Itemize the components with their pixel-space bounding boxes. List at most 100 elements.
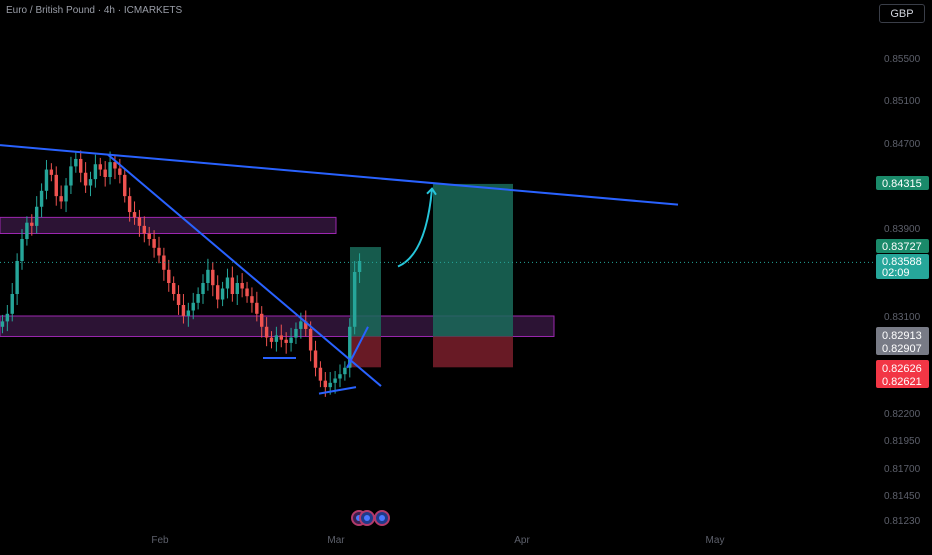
y-tick-label: 0.81700 bbox=[884, 464, 921, 475]
large-long-position-profit[interactable] bbox=[433, 183, 513, 337]
candle-body bbox=[186, 310, 191, 316]
candle-body bbox=[39, 190, 44, 207]
event-marker-dot bbox=[379, 515, 385, 521]
y-tick-label: 0.85500 bbox=[884, 54, 921, 65]
x-tick-label: May bbox=[706, 535, 725, 546]
candle-body bbox=[250, 296, 254, 303]
candle-body bbox=[279, 335, 283, 340]
candle-body bbox=[152, 239, 156, 248]
candle-body bbox=[343, 367, 347, 375]
candle-body bbox=[20, 239, 24, 261]
candle-body bbox=[181, 305, 186, 316]
candle-body bbox=[118, 168, 122, 175]
target-price-label-badge bbox=[876, 176, 929, 190]
y-tick-label: 0.83900 bbox=[884, 224, 921, 235]
y-tick-label: 0.85100 bbox=[884, 96, 921, 107]
candle-body bbox=[357, 261, 362, 272]
y-tick-label: 0.82200 bbox=[884, 409, 921, 420]
event-marker-dot bbox=[364, 515, 370, 521]
candle-body bbox=[220, 288, 225, 300]
current-price-badge bbox=[876, 254, 929, 279]
candle-body bbox=[171, 283, 176, 294]
candle-body bbox=[25, 222, 29, 239]
candle-body bbox=[0, 321, 5, 327]
stop-upper-label: 0.82626 bbox=[882, 363, 922, 375]
candle-body bbox=[127, 196, 132, 213]
entry-price-badge bbox=[876, 327, 929, 355]
candle-body bbox=[338, 374, 342, 379]
candle-body bbox=[64, 185, 68, 202]
candle-body bbox=[245, 288, 249, 297]
large-long-position-loss[interactable] bbox=[433, 336, 513, 368]
stop-lower-label: 0.82621 bbox=[882, 376, 922, 388]
target-zone-top-label: 0.83727 bbox=[882, 241, 922, 253]
candle-body bbox=[328, 382, 332, 388]
x-tick-label: Mar bbox=[327, 535, 345, 546]
candle-body bbox=[211, 269, 215, 286]
upper-descending-trendline[interactable] bbox=[0, 144, 679, 206]
target-zone-top-label-badge bbox=[876, 239, 929, 253]
candle-body bbox=[54, 174, 58, 197]
candle-body bbox=[289, 337, 293, 343]
candle-body bbox=[333, 378, 337, 383]
upper-supply-zone[interactable] bbox=[0, 216, 337, 234]
support-rising-trendline[interactable] bbox=[318, 386, 357, 395]
stop-price-badge bbox=[876, 360, 929, 388]
candle-body bbox=[113, 162, 117, 169]
y-tick-label: 0.83100 bbox=[884, 312, 921, 323]
candle-body bbox=[74, 158, 78, 167]
candle-body bbox=[137, 217, 142, 226]
candle-body bbox=[69, 166, 73, 186]
candle-body bbox=[167, 269, 171, 283]
candle-body bbox=[308, 328, 313, 351]
candle-body bbox=[79, 158, 83, 173]
y-tick-label: 0.84700 bbox=[884, 139, 921, 150]
steep-descending-trendline[interactable] bbox=[107, 153, 382, 387]
candle-body bbox=[44, 169, 49, 191]
candle-body bbox=[34, 206, 39, 226]
candle-body bbox=[103, 169, 107, 177]
candle-body bbox=[240, 283, 244, 289]
x-tick-label: Apr bbox=[514, 535, 530, 546]
candle-body bbox=[230, 277, 235, 294]
candle-body bbox=[206, 269, 210, 283]
candle-body bbox=[274, 335, 279, 342]
candle-body bbox=[284, 339, 288, 343]
breakout-rising-trendline[interactable] bbox=[346, 326, 369, 369]
candle-body bbox=[10, 294, 14, 314]
entry-lower-label: 0.82907 bbox=[882, 343, 922, 355]
candle-body bbox=[108, 162, 112, 177]
candle-body bbox=[294, 328, 298, 338]
candle-body bbox=[176, 294, 181, 305]
currency-button[interactable]: GBP bbox=[879, 4, 925, 23]
candle-body bbox=[225, 277, 230, 289]
projection-arrow[interactable] bbox=[397, 188, 433, 268]
candle-body bbox=[201, 283, 205, 294]
target-price-label: 0.84315 bbox=[882, 178, 922, 190]
symbol-title: Euro / British Pound · 4h · ICMARKETS bbox=[6, 5, 183, 16]
candle-body bbox=[348, 326, 352, 368]
candle-body bbox=[260, 313, 264, 327]
y-tick-label: 0.81950 bbox=[884, 436, 921, 447]
candle-body bbox=[98, 164, 102, 170]
arrow-head bbox=[426, 187, 437, 196]
candle-body bbox=[15, 261, 19, 294]
candle-body bbox=[264, 326, 269, 338]
y-tick-label: 0.81450 bbox=[884, 491, 921, 502]
candle-body bbox=[157, 247, 161, 256]
x-tick-label: Feb bbox=[151, 535, 169, 546]
candle-body bbox=[352, 272, 357, 327]
candle-body bbox=[191, 302, 195, 311]
candle-body bbox=[235, 283, 239, 294]
y-tick-label: 0.81230 bbox=[884, 516, 921, 527]
candle-body bbox=[215, 285, 220, 300]
candle-body bbox=[269, 337, 274, 342]
current-price-label: 0.83588 bbox=[882, 256, 922, 268]
candle-body bbox=[318, 367, 323, 381]
candle-body bbox=[313, 350, 318, 368]
candle-body bbox=[147, 233, 151, 239]
candle-body bbox=[162, 255, 166, 270]
candle-body bbox=[30, 222, 34, 226]
